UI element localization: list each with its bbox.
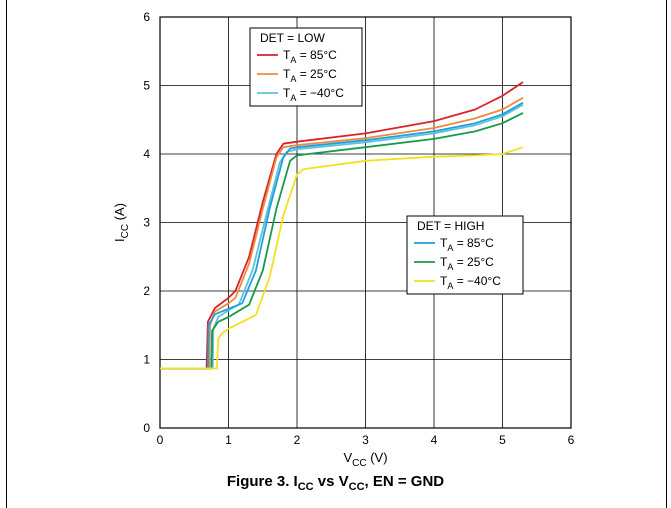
legend-box-0: DET = LOW TA = 85°C TA = 25°C TA = −40°C: [249, 27, 363, 107]
y-axis-label-main: I: [112, 238, 127, 242]
x-axis-label-sub: CC: [352, 458, 366, 469]
y-tick-label: 5: [143, 79, 150, 93]
legend-entry: TA = 25°C: [440, 255, 494, 272]
legend-entry: TA = 85°C: [283, 48, 337, 65]
series-lines: [160, 81, 524, 370]
x-tick-label: 5: [499, 433, 506, 447]
frame-left-border: [6, 0, 7, 508]
caption-sub-2: CC: [348, 481, 365, 493]
y-tick-label: 6: [143, 10, 150, 24]
legend-box-1: DET = HIGH TA = 85°C TA = 25°C TA = −40°C: [406, 215, 524, 295]
caption-mid: vs V: [313, 473, 349, 490]
x-axis-label-main: V: [343, 450, 352, 465]
caption-sub-1: CC: [297, 481, 314, 493]
tick-labels: 0 1 2 3 4 5 6 0 1 2 3 4 5 6: [143, 10, 574, 447]
x-tick-label: 1: [225, 433, 232, 447]
x-tick-label: 4: [431, 433, 438, 447]
x-axis-label-unit: (V): [367, 450, 388, 465]
x-axis-label: VCC (V): [343, 450, 387, 469]
legend-title: DET = LOW: [260, 31, 325, 45]
legend-entry: TA = 25°C: [283, 67, 337, 84]
caption-suffix: , EN = GND: [364, 473, 445, 490]
x-tick-label: 6: [568, 433, 575, 447]
y-tick-label: 3: [143, 216, 150, 230]
series-line-2: [160, 103, 524, 370]
y-tick-label: 4: [143, 147, 150, 161]
caption-prefix: Figure 3. I: [226, 473, 298, 490]
series-line-5: [160, 146, 524, 370]
y-axis-label-sub: CC: [120, 224, 131, 238]
series-line-0: [160, 81, 524, 370]
frame-right-border: [666, 0, 667, 508]
y-tick-label: 1: [143, 353, 150, 367]
legend-frame: [249, 27, 363, 107]
plot-area-border: [159, 16, 572, 429]
y-axis-label: ICC (A): [112, 203, 131, 242]
x-tick-label: 0: [157, 433, 164, 447]
figure-caption: Figure 3. ICC vs VCC, EN = GND: [0, 473, 671, 493]
legend-entry: TA = −40°C: [283, 86, 344, 103]
x-tick-label: 3: [362, 433, 369, 447]
y-axis-label-unit: (A): [112, 203, 127, 224]
x-tick-label: 2: [294, 433, 301, 447]
legend-title: DET = HIGH: [417, 219, 484, 233]
legend-entry: TA = −40°C: [440, 274, 501, 291]
series-line-4: [160, 112, 524, 370]
legend-entry: TA = 85°C: [440, 236, 494, 253]
series-line-3: [160, 101, 524, 370]
y-tick-label: 2: [143, 284, 150, 298]
y-tick-label: 0: [143, 421, 150, 435]
